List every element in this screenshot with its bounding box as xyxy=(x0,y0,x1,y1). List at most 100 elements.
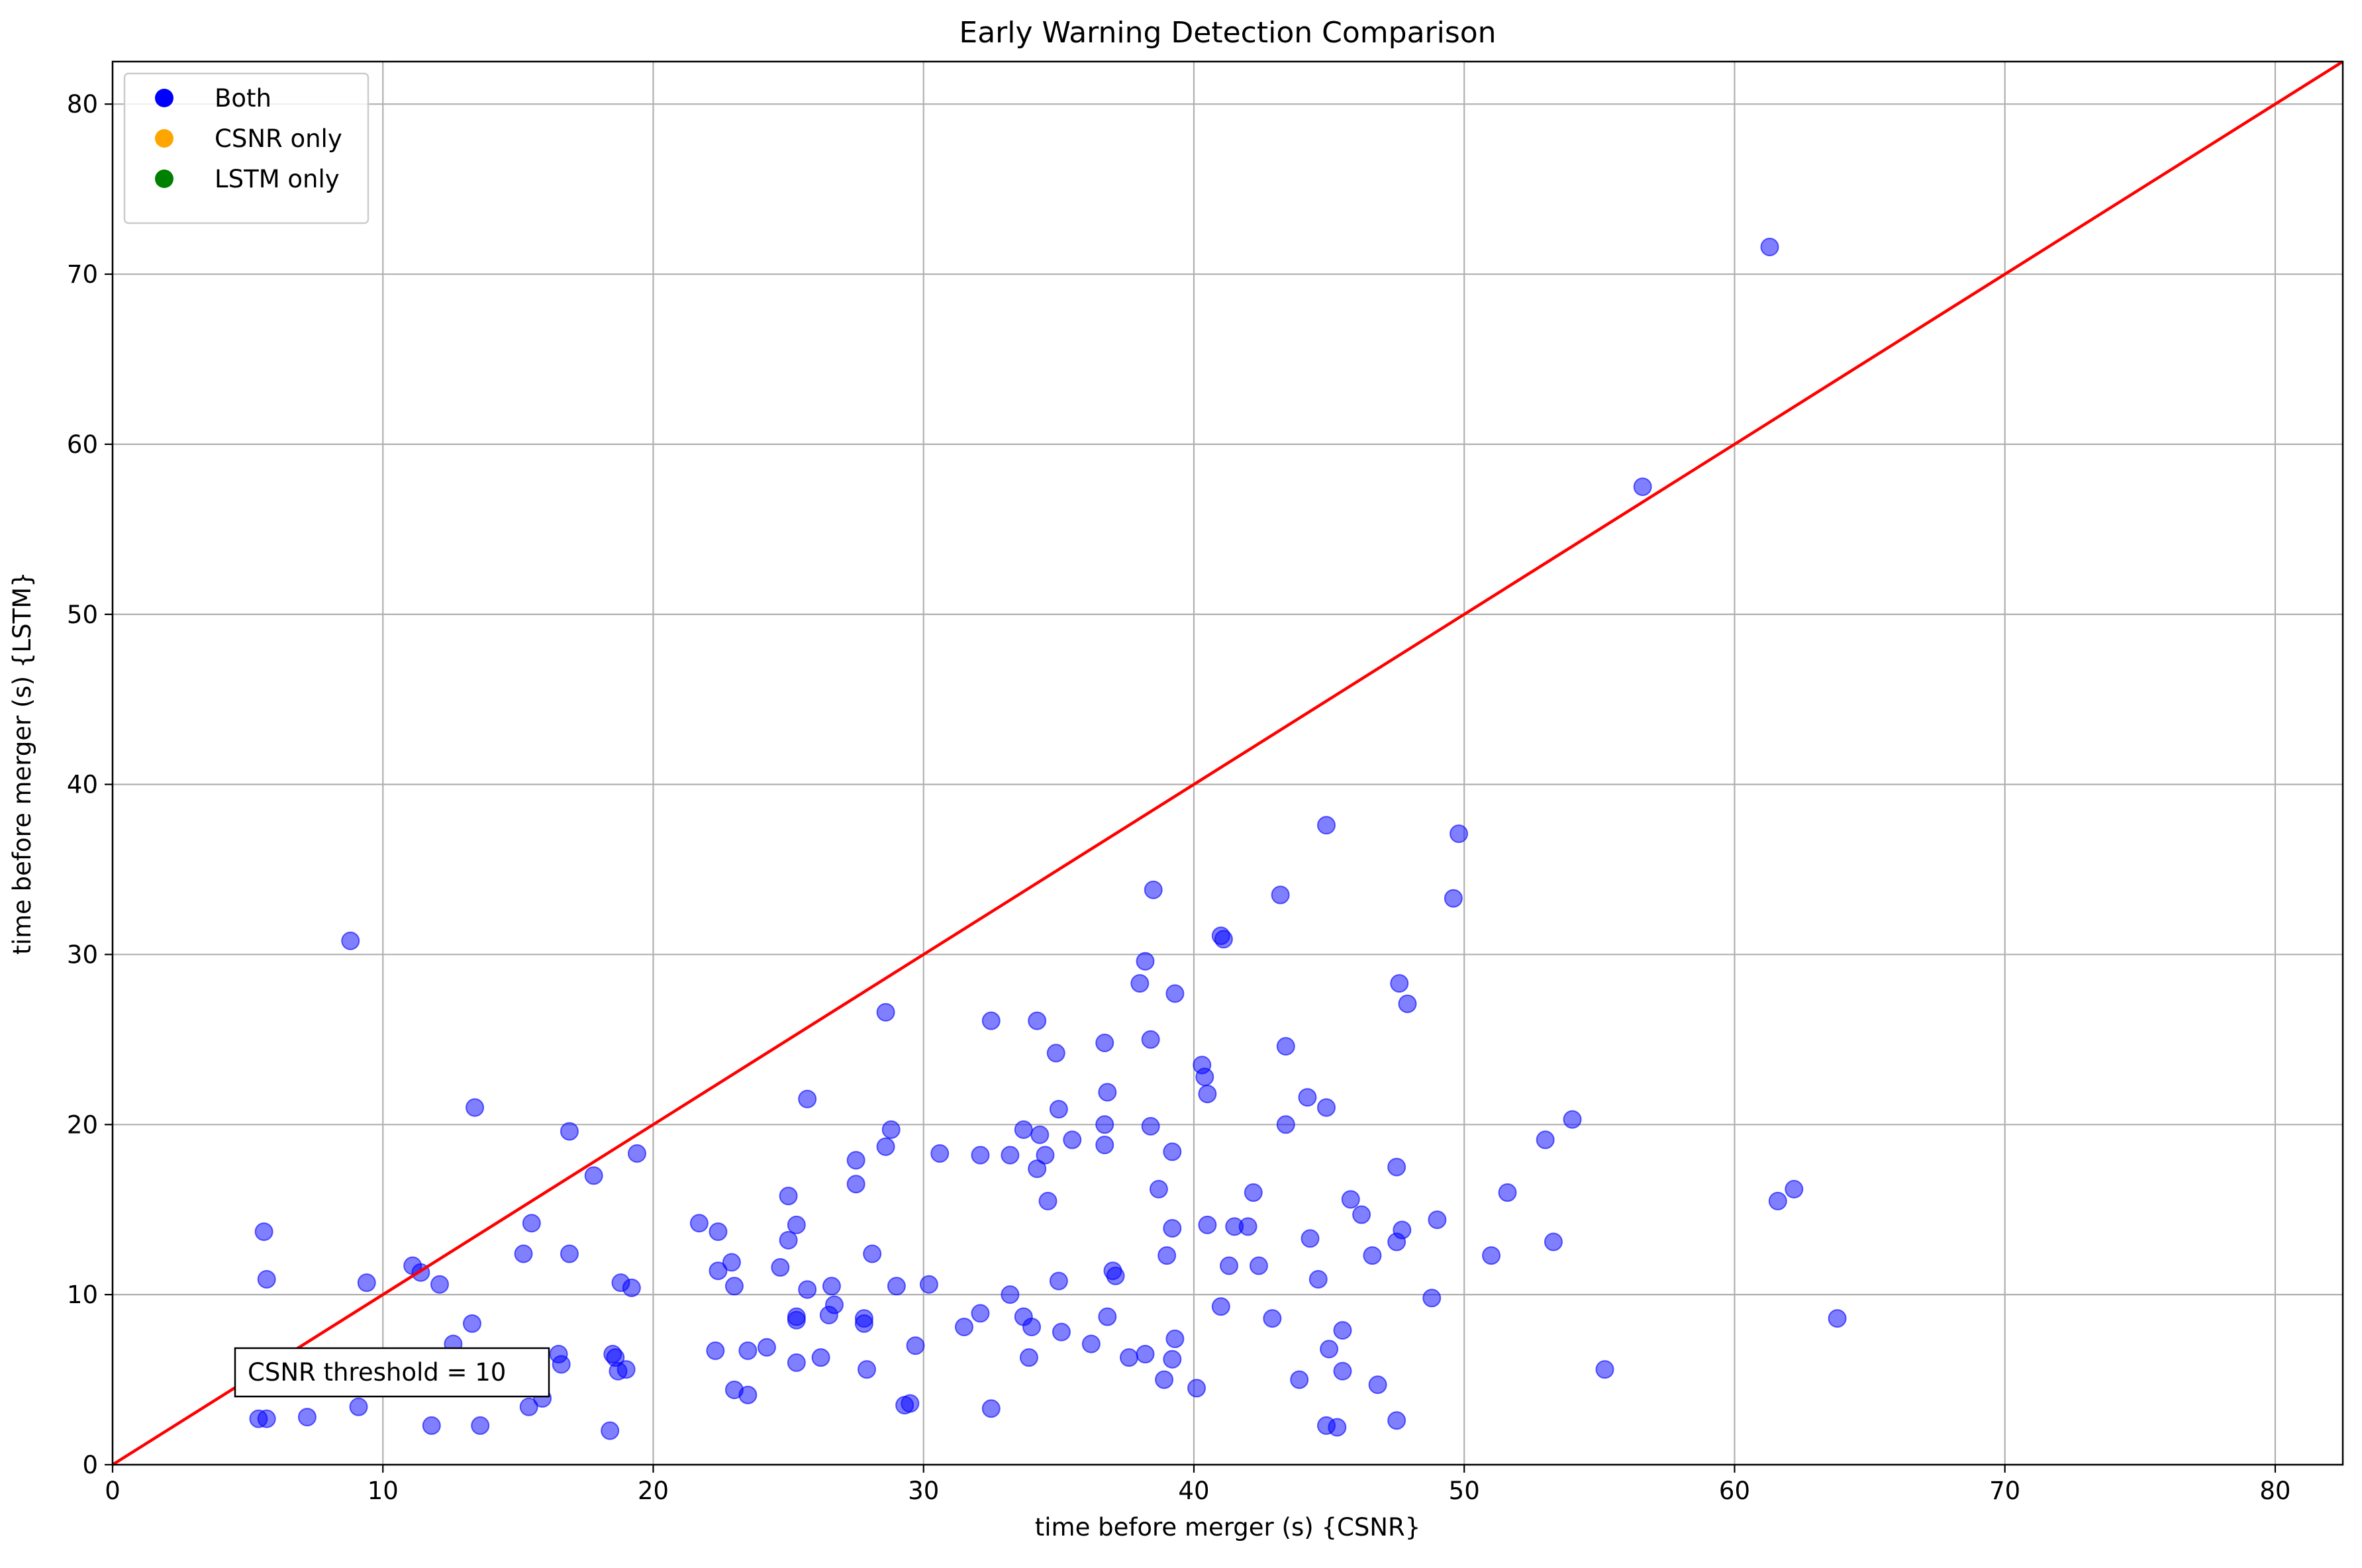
data-point xyxy=(1308,1270,1328,1289)
data-point xyxy=(876,1003,895,1022)
data-point xyxy=(706,1341,725,1360)
data-point xyxy=(1341,1190,1360,1209)
data-point xyxy=(901,1394,920,1413)
data-point xyxy=(560,1244,579,1263)
x-tick-label: 30 xyxy=(908,1477,939,1505)
x-tick-label: 70 xyxy=(1989,1477,2020,1505)
data-point xyxy=(881,1120,901,1140)
data-point xyxy=(722,1253,741,1272)
data-point xyxy=(1760,237,1779,256)
data-point xyxy=(1028,1159,1047,1179)
y-tick-label: 20 xyxy=(67,1110,98,1139)
data-point xyxy=(811,1348,830,1367)
data-point xyxy=(254,1222,273,1242)
data-point xyxy=(887,1277,906,1296)
x-axis-label: time before merger (s) {CSNR} xyxy=(1035,1513,1420,1542)
data-point xyxy=(1130,974,1150,993)
data-point xyxy=(857,1360,876,1379)
data-point xyxy=(846,1175,865,1194)
data-point xyxy=(1165,984,1185,1003)
data-point xyxy=(357,1273,376,1293)
legend-marker xyxy=(155,89,173,107)
data-point xyxy=(1157,1246,1177,1265)
data-point xyxy=(981,1399,1001,1418)
data-point xyxy=(787,1215,806,1234)
data-point xyxy=(819,1305,838,1324)
data-point xyxy=(471,1416,490,1435)
data-point xyxy=(779,1187,798,1206)
data-point xyxy=(1198,1215,1217,1234)
legend-marker xyxy=(155,129,173,148)
data-point xyxy=(1333,1321,1352,1340)
y-tick-label: 60 xyxy=(67,430,98,459)
data-point xyxy=(1081,1334,1101,1353)
data-point xyxy=(1063,1130,1082,1150)
data-point xyxy=(584,1166,603,1185)
data-point xyxy=(1001,1285,1020,1304)
data-point xyxy=(560,1122,579,1141)
data-point xyxy=(854,1314,873,1333)
legend: Both CSNR only LSTM only xyxy=(123,72,369,224)
data-point xyxy=(1244,1183,1263,1202)
data-point xyxy=(1422,1289,1442,1308)
data-point xyxy=(522,1214,541,1233)
data-point xyxy=(1049,1271,1068,1291)
data-point xyxy=(1136,952,1155,971)
data-point xyxy=(552,1355,571,1374)
data-point xyxy=(1049,1100,1068,1119)
data-point xyxy=(1046,1044,1065,1063)
data-point xyxy=(919,1275,938,1294)
data-point xyxy=(1098,1307,1117,1326)
data-point xyxy=(1220,1256,1239,1275)
y-tick-label: 70 xyxy=(67,260,98,289)
reference-line-y-equals-x xyxy=(111,60,2344,1466)
data-point xyxy=(1317,816,1336,835)
data-point xyxy=(622,1278,641,1297)
data-point xyxy=(1095,1115,1114,1134)
x-tick-label: 50 xyxy=(1449,1477,1480,1505)
data-point xyxy=(1333,1361,1352,1381)
data-point xyxy=(738,1385,758,1404)
data-point xyxy=(1363,1246,1382,1265)
data-point xyxy=(462,1314,481,1333)
data-point xyxy=(1828,1309,1847,1328)
data-point xyxy=(1563,1110,1582,1129)
x-tick-label: 40 xyxy=(1178,1477,1209,1505)
data-point xyxy=(609,1361,628,1381)
data-point xyxy=(257,1409,276,1428)
data-point xyxy=(930,1144,950,1163)
data-point xyxy=(738,1341,758,1360)
y-tick-label: 40 xyxy=(67,771,98,799)
data-point xyxy=(1398,994,1417,1013)
data-point xyxy=(514,1244,533,1263)
data-point xyxy=(1450,824,1469,844)
data-point xyxy=(1249,1256,1268,1275)
y-tick-label: 50 xyxy=(67,601,98,629)
data-point xyxy=(1187,1379,1206,1398)
data-point xyxy=(906,1336,925,1355)
data-point xyxy=(1144,880,1163,899)
data-point xyxy=(1198,1085,1217,1104)
data-point xyxy=(1119,1348,1138,1367)
data-point xyxy=(1214,930,1233,949)
data-point xyxy=(1141,1116,1160,1136)
y-axis-label: time before merger (s) {LSTM} xyxy=(8,571,36,954)
data-point xyxy=(1768,1191,1787,1210)
data-point xyxy=(341,931,360,950)
x-tick-label: 80 xyxy=(2259,1477,2290,1505)
data-point xyxy=(1368,1375,1387,1395)
annotation-text: CSNR threshold = 10 xyxy=(248,1358,506,1387)
data-point xyxy=(1165,1329,1185,1348)
data-point xyxy=(257,1270,276,1289)
annotation-box xyxy=(234,1347,550,1398)
data-point xyxy=(1163,1349,1182,1369)
y-tick-label: 80 xyxy=(67,90,98,119)
data-point xyxy=(798,1280,817,1299)
data-point xyxy=(1106,1266,1125,1285)
data-point xyxy=(1036,1146,1055,1165)
data-point xyxy=(1276,1037,1295,1056)
y-axis-ticks: 0 10 20 30 40 50 60 70 80 xyxy=(67,90,113,1479)
data-point xyxy=(798,1089,817,1108)
data-point xyxy=(971,1146,990,1165)
